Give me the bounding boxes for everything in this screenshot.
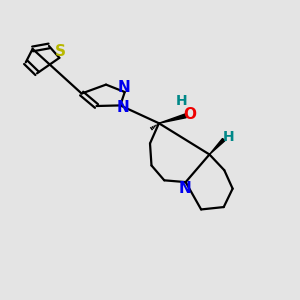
Text: O: O	[184, 107, 196, 122]
Text: N: N	[179, 181, 191, 196]
Text: H: H	[176, 94, 187, 108]
Text: H: H	[223, 130, 235, 144]
Text: N: N	[118, 80, 130, 95]
Polygon shape	[209, 139, 225, 154]
Text: N: N	[117, 100, 130, 115]
Text: S: S	[55, 44, 66, 59]
Polygon shape	[159, 114, 186, 123]
